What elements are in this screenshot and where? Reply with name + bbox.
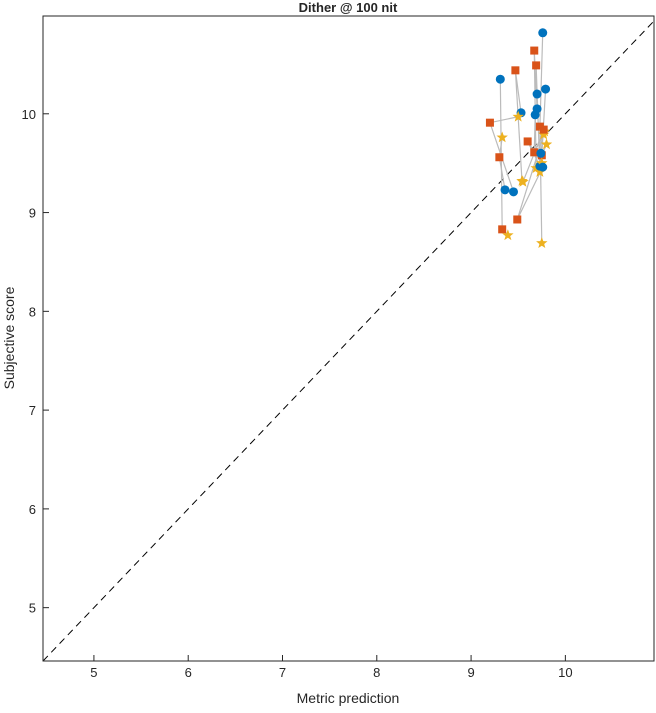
square-point xyxy=(485,118,494,127)
y-tick-label: 8 xyxy=(29,304,36,319)
square-point xyxy=(532,61,541,70)
x-tick-label: 6 xyxy=(185,665,192,680)
circle-point xyxy=(495,74,505,84)
star-point xyxy=(540,138,553,150)
identity-line xyxy=(42,20,655,662)
circle-point xyxy=(500,185,510,195)
x-axis-label: Metric prediction xyxy=(297,690,400,706)
square-point xyxy=(513,215,522,224)
circle-point xyxy=(538,28,548,38)
star-point xyxy=(517,175,529,187)
square-point xyxy=(523,137,532,146)
circle-point xyxy=(541,84,551,94)
square-point xyxy=(495,153,504,162)
square-point xyxy=(498,225,507,234)
plot-area-frame xyxy=(42,15,655,662)
y-tick-label: 10 xyxy=(22,107,36,122)
square-point xyxy=(530,46,539,55)
group-link-line xyxy=(489,116,519,193)
y-tick-label: 9 xyxy=(29,206,36,221)
circle-point xyxy=(509,187,519,197)
x-tick-label: 10 xyxy=(558,665,572,680)
x-tick-label: 5 xyxy=(90,665,97,680)
x-tick-label: 9 xyxy=(467,665,474,680)
circle-point xyxy=(532,89,542,99)
chart-title: Dither @ 100 nit xyxy=(299,0,398,15)
star-point xyxy=(502,229,514,241)
star-point xyxy=(496,131,508,143)
square-point xyxy=(511,66,520,75)
y-tick-label: 7 xyxy=(29,403,36,418)
x-tick-label: 7 xyxy=(279,665,286,680)
y-tick-label: 6 xyxy=(29,502,36,517)
circle-point xyxy=(538,162,548,172)
y-tick-label: 5 xyxy=(29,601,36,616)
square-point xyxy=(539,125,548,134)
star-point xyxy=(536,157,548,168)
y-axis-label: Subjective score xyxy=(1,286,17,389)
group-link-line xyxy=(514,70,523,181)
star-point xyxy=(512,110,524,122)
x-tick-label: 8 xyxy=(373,665,380,680)
star-point xyxy=(534,166,546,177)
circle-point xyxy=(530,110,540,120)
square-point xyxy=(530,148,539,157)
star-point xyxy=(536,237,548,248)
circle-point xyxy=(536,148,546,158)
